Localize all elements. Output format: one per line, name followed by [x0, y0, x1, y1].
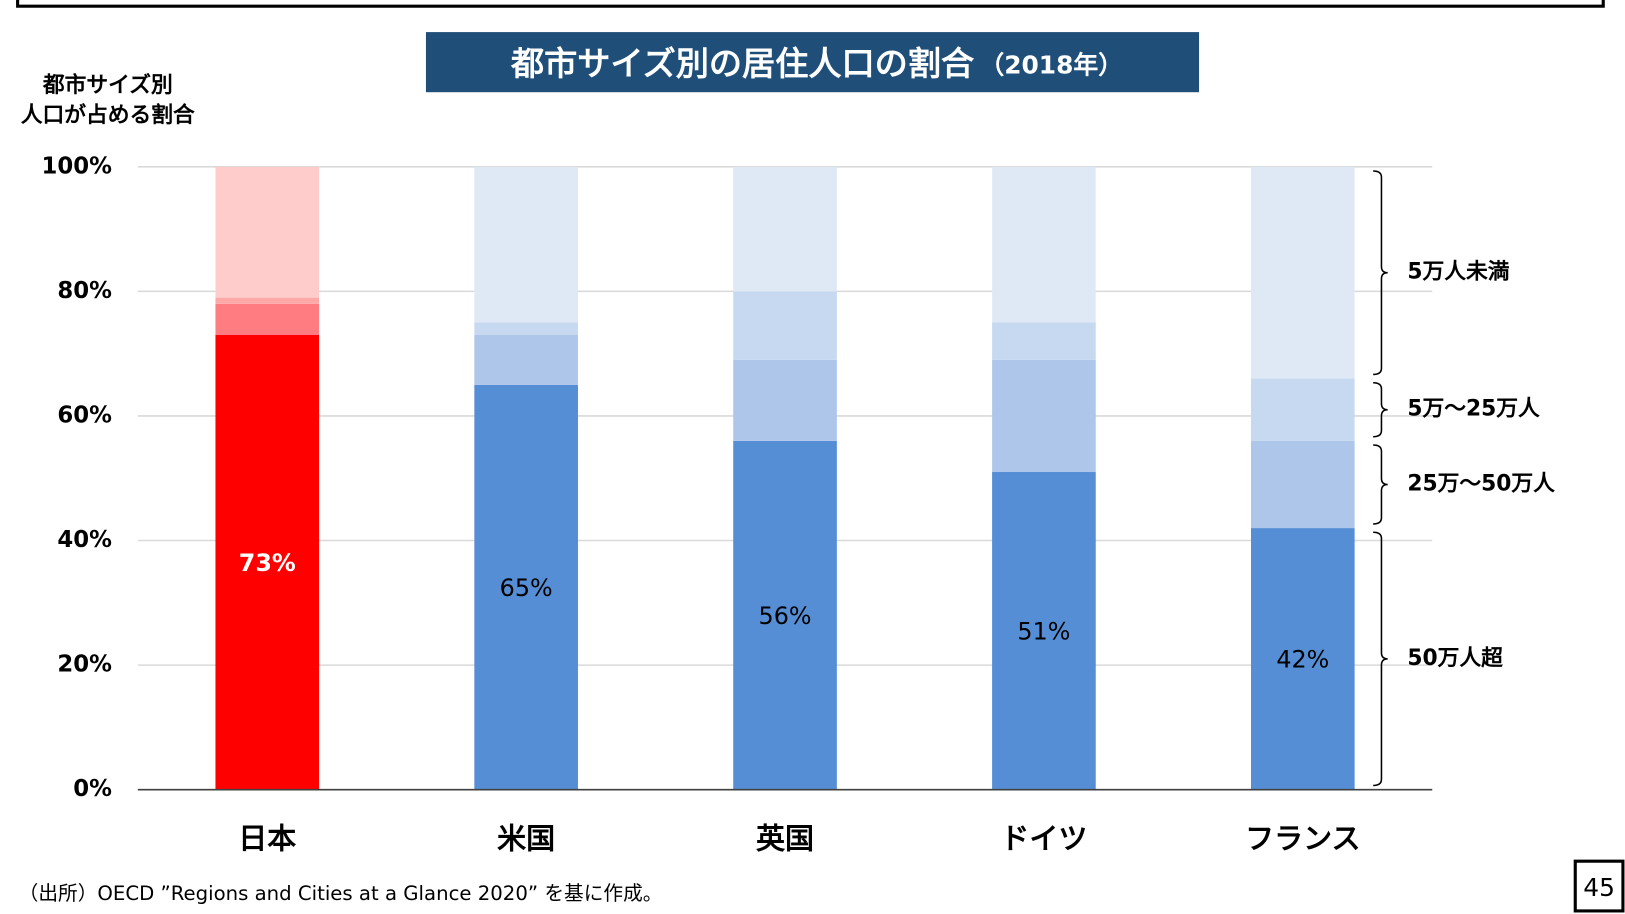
page-number-box — [1573, 859, 1625, 913]
bar-segment — [474, 322, 578, 335]
bar-segment — [992, 166, 1096, 323]
y-tick-label: 100% — [42, 153, 113, 179]
bar-segment — [1250, 528, 1355, 790]
title-note: （2018年） — [979, 50, 1123, 79]
legend-label: 5万人未満 — [1407, 259, 1509, 285]
y-tick-label: 80% — [57, 278, 112, 304]
bar-segment — [1250, 166, 1355, 379]
bar-segment — [733, 291, 837, 360]
x-tick-label: 日本 — [238, 821, 296, 855]
bar-segment — [215, 334, 320, 790]
chart-title: 都市サイズ別の居住人口の割合 — [510, 44, 975, 83]
bar-segment — [474, 166, 578, 323]
source-note: （出所）OECD ”Regions and Cities at a Glance… — [19, 882, 663, 905]
bar-segment — [474, 334, 578, 385]
bar-segment — [992, 359, 1096, 473]
y-tick-label: 0% — [73, 776, 112, 802]
data-label: 42% — [1276, 645, 1329, 673]
x-tick-label: 米国 — [497, 821, 555, 855]
bar-segment — [1250, 378, 1355, 441]
data-label: 51% — [1017, 617, 1070, 645]
bar-segment — [215, 297, 320, 304]
legend-label: 5万〜25万人 — [1407, 397, 1540, 422]
y-tick-label: 20% — [57, 652, 112, 678]
header-frame — [16, 0, 1605, 8]
bar-segment — [733, 440, 837, 790]
bar-segment — [215, 166, 320, 298]
data-label: 73% — [239, 549, 296, 577]
legend-label: 50万人超 — [1407, 646, 1503, 671]
bar-segment — [733, 359, 837, 441]
y-tick-label: 40% — [57, 527, 112, 553]
x-tick-label: 英国 — [756, 821, 814, 855]
legend-bracket — [1373, 531, 1388, 787]
y-axis-label: 都市サイズ別 — [42, 72, 173, 98]
bar-segment — [733, 166, 837, 292]
x-tick-label: ドイツ — [1000, 821, 1087, 855]
bar-segment — [992, 322, 1096, 360]
legend-bracket — [1373, 170, 1388, 376]
x-tick-label: フランス — [1245, 821, 1360, 855]
bar-segment — [474, 384, 578, 790]
page-number: 45 — [1583, 873, 1615, 902]
y-tick-label: 60% — [57, 402, 112, 428]
bar-segment — [215, 303, 320, 335]
y-axis-label: 人口が占める割合 — [21, 102, 195, 128]
bar-segment — [992, 472, 1096, 790]
data-label: 56% — [759, 602, 812, 630]
title-box — [425, 32, 1200, 93]
legend-label: 25万〜50万人 — [1407, 471, 1555, 496]
legend-bracket — [1373, 444, 1388, 525]
data-label: 65% — [500, 574, 553, 602]
bar-segment — [1250, 440, 1355, 529]
legend-bracket — [1373, 381, 1388, 438]
